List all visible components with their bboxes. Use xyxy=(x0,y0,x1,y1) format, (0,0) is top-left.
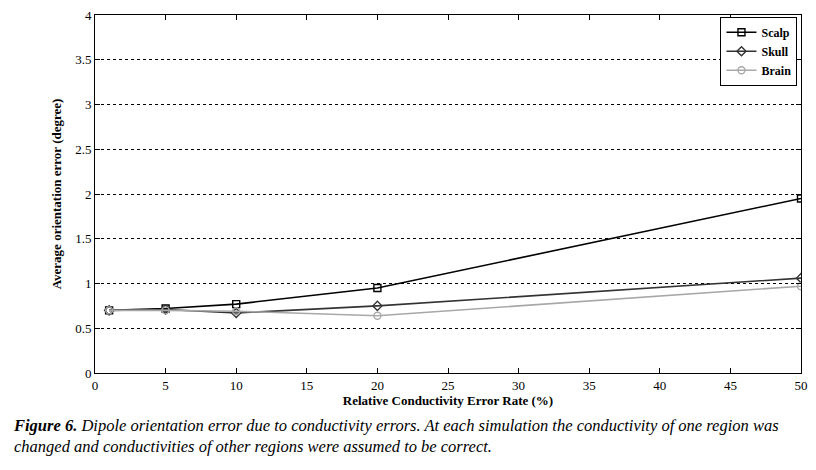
svg-text:30: 30 xyxy=(512,378,525,393)
svg-text:4: 4 xyxy=(85,8,92,23)
svg-text:Relative Conductivity Error Ra: Relative Conductivity Error Rate (%) xyxy=(343,393,553,408)
svg-text:Average orientation error (deg: Average orientation error (degree) xyxy=(49,99,64,290)
svg-text:2.5: 2.5 xyxy=(75,142,91,157)
svg-text:3: 3 xyxy=(85,97,92,112)
svg-text:Scalp: Scalp xyxy=(761,26,789,40)
svg-text:0: 0 xyxy=(92,378,99,393)
svg-text:45: 45 xyxy=(724,378,737,393)
svg-text:20: 20 xyxy=(371,378,384,393)
svg-text:35: 35 xyxy=(583,378,596,393)
svg-text:Brain: Brain xyxy=(761,64,791,78)
svg-text:Skull: Skull xyxy=(761,45,788,59)
svg-text:50: 50 xyxy=(795,378,808,393)
svg-text:25: 25 xyxy=(442,378,455,393)
svg-text:1: 1 xyxy=(85,276,92,291)
svg-text:5: 5 xyxy=(162,378,169,393)
svg-text:0.5: 0.5 xyxy=(75,321,91,336)
svg-text:15: 15 xyxy=(300,378,313,393)
svg-text:2: 2 xyxy=(85,187,92,202)
svg-text:3.5: 3.5 xyxy=(75,52,91,67)
html-text:Figure 6. Dipole orientation e: Figure 6. Dipole orientation error due t… xyxy=(14,416,779,456)
svg-text:1.5: 1.5 xyxy=(75,231,91,246)
svg-text:10: 10 xyxy=(230,378,243,393)
svg-text:40: 40 xyxy=(653,378,666,393)
svg-text:0: 0 xyxy=(85,366,92,381)
